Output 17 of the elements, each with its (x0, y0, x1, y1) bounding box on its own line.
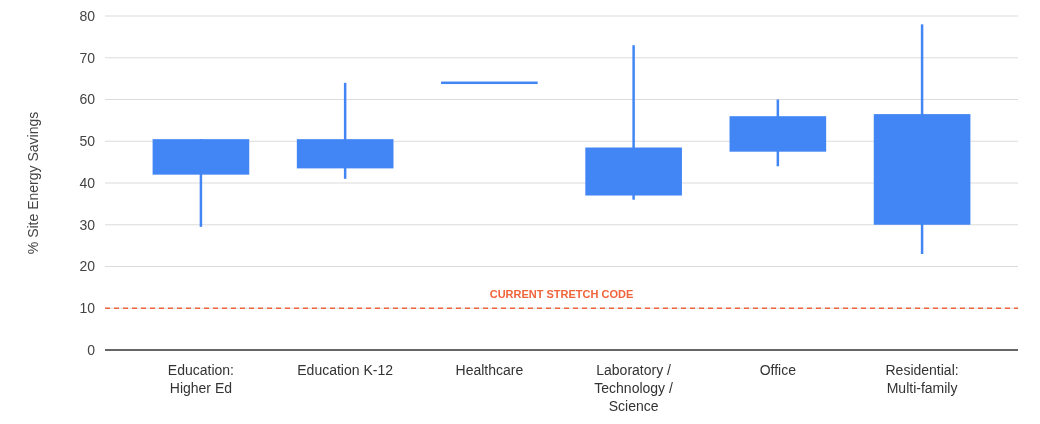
y-tick-label: 50 (79, 133, 96, 150)
y-tick-label: 40 (79, 174, 96, 191)
y-tick-label: 0 (87, 341, 96, 358)
y-tick-label: 80 (79, 7, 96, 24)
x-tick-label: Healthcare (455, 362, 524, 378)
x-tick-label: Education K-12 (297, 362, 394, 378)
x-tick-label: Residential: Multi-family (885, 362, 959, 397)
y-tick-label: 60 (79, 91, 96, 108)
x-tick-label: Laboratory / Technology / Science (594, 362, 674, 415)
x-tick-label: Education: Higher Ed (167, 362, 234, 397)
y-axis-title: % Site Energy Savings (25, 111, 41, 255)
ref-line-label: CURRENT STRETCH CODE (489, 288, 634, 301)
y-tick-label: 10 (79, 300, 96, 317)
x-tick-label: Office (759, 362, 797, 378)
y-tick-label: 30 (79, 216, 96, 233)
y-tick-label: 70 (79, 49, 96, 66)
y-tick-label: 20 (79, 258, 96, 275)
